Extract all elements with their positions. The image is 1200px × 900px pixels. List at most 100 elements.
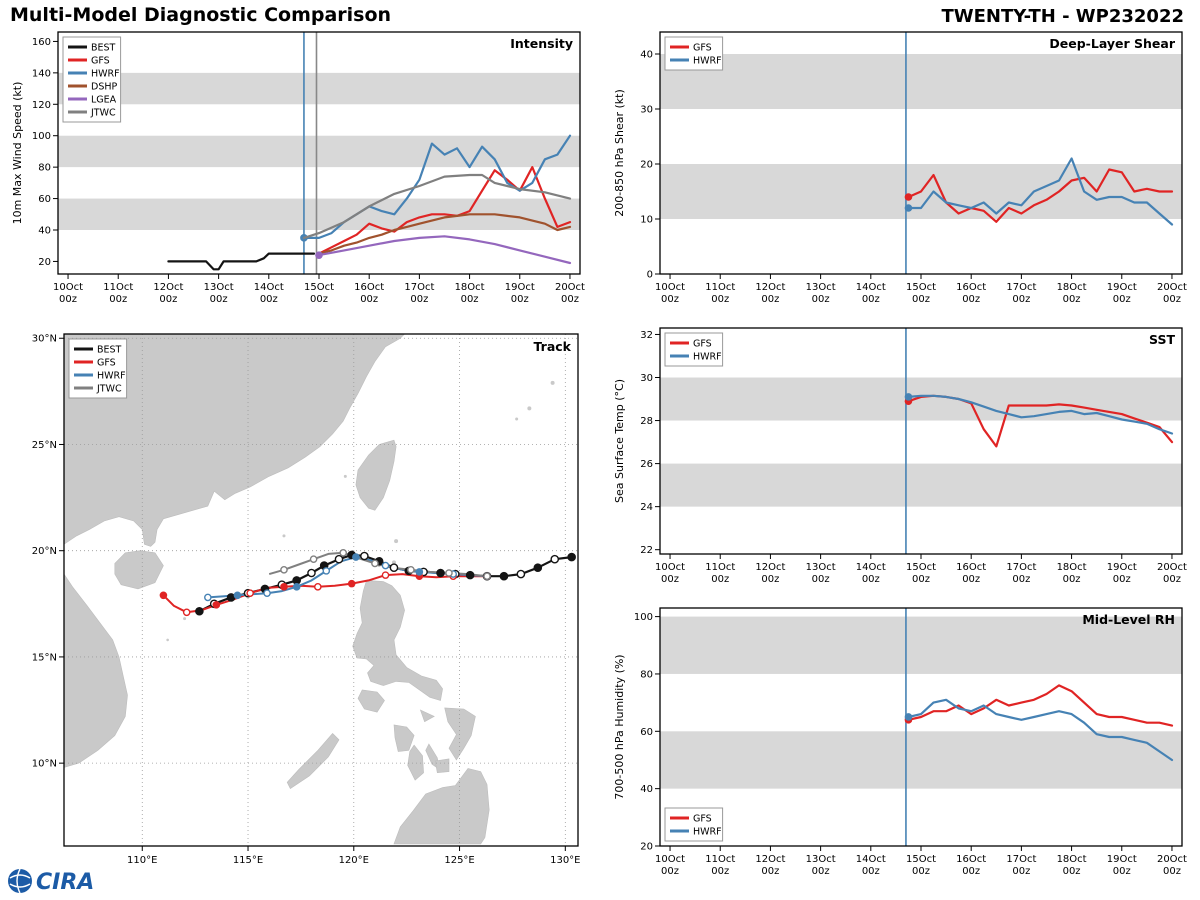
- svg-text:115°E: 115°E: [233, 855, 263, 866]
- small-island: [394, 539, 399, 544]
- panel-title: Intensity: [510, 36, 573, 51]
- svg-text:LGEA: LGEA: [91, 95, 117, 106]
- svg-text:100: 100: [634, 612, 653, 623]
- track-marker-JTWC: [280, 566, 288, 574]
- band: [660, 616, 1182, 674]
- legend-box: [664, 36, 724, 71]
- svg-text:00z: 00z: [1063, 866, 1081, 877]
- panel-title: Deep-Layer Shear: [1049, 36, 1175, 51]
- svg-text:17Oct: 17Oct: [1006, 282, 1036, 293]
- storm-title: TWENTY-TH - WP232022: [941, 6, 1184, 27]
- svg-text:00z: 00z: [912, 866, 930, 877]
- track-marker-BEST: [360, 551, 369, 561]
- svg-text:00z: 00z: [962, 574, 980, 585]
- shear-series-GFS: [907, 168, 1174, 223]
- svg-text:12Oct: 12Oct: [153, 282, 183, 293]
- svg-text:00z: 00z: [761, 574, 779, 585]
- svg-text:20Oct: 20Oct: [1157, 282, 1187, 293]
- svg-text:00z: 00z: [59, 294, 77, 305]
- svg-text:13Oct: 13Oct: [806, 562, 836, 573]
- plot-frame: [659, 327, 1183, 555]
- svg-text:JTWC: JTWC: [90, 108, 116, 119]
- intensity-series-JTWC: [302, 173, 572, 239]
- svg-text:18Oct: 18Oct: [1057, 562, 1087, 573]
- svg-text:11Oct: 11Oct: [705, 282, 735, 293]
- svg-text:00z: 00z: [561, 294, 579, 305]
- svg-text:20: 20: [640, 160, 653, 171]
- svg-text:00z: 00z: [862, 866, 880, 877]
- deep-layer-shear-panel: 0 10 20 30 40 10Oct 00z 11Oct 00z 12Oct 00z 13Oct 00…: [610, 26, 1192, 322]
- svg-text:HWRF: HWRF: [693, 352, 722, 363]
- x-axis: 10Oct00z11Oct00z12Oct00z13Oct00z14Oct00z…: [53, 274, 585, 305]
- svg-text:GFS: GFS: [693, 814, 712, 825]
- band: [58, 135, 580, 168]
- track-marker-BEST: [292, 576, 301, 585]
- y-axis: 10°N 15°N 20°N 25°N 30°N: [32, 334, 64, 770]
- y-axis: 20 40 60 80 100 120 140 160: [32, 37, 58, 268]
- svg-text:14Oct: 14Oct: [856, 854, 886, 865]
- svg-text:16Oct: 16Oct: [956, 562, 986, 573]
- sst-HWRF-start-dot: [904, 393, 913, 401]
- band: [660, 54, 1182, 109]
- landmass: [64, 334, 405, 547]
- landmass: [357, 689, 385, 713]
- track-marker-BEST: [226, 593, 236, 602]
- svg-text:19Oct: 19Oct: [1107, 282, 1137, 293]
- svg-text:00z: 00z: [1163, 294, 1181, 305]
- svg-text:JTWC: JTWC: [96, 384, 122, 395]
- svg-text:00z: 00z: [661, 866, 679, 877]
- svg-text:32: 32: [640, 330, 653, 341]
- svg-text:00z: 00z: [511, 294, 529, 305]
- svg-text:30: 30: [640, 105, 653, 116]
- svg-text:BEST: BEST: [97, 345, 122, 356]
- track-map-panel: 110°E 115°E 120°E 125°E 130°E 10°N 15°N 20°N 25°…: [8, 326, 590, 892]
- svg-text:HWRF: HWRF: [693, 827, 722, 838]
- svg-text:24: 24: [640, 502, 653, 513]
- track-marker-HWRF: [263, 589, 271, 597]
- svg-text:00z: 00z: [1113, 866, 1131, 877]
- cira-globe-icon: [8, 869, 32, 893]
- landmass: [64, 573, 128, 768]
- svg-text:00z: 00z: [711, 294, 729, 305]
- track-marker-GFS: [159, 591, 168, 600]
- sst-chart: 22242628303210Oct00z11Oct00z12Oct00z13Oc…: [613, 327, 1187, 585]
- intensity-LGEA-start-dot: [315, 251, 323, 259]
- svg-text:13Oct: 13Oct: [204, 282, 234, 293]
- shear-chart: 01020304010Oct00z11Oct00z12Oct00z13Oct00…: [613, 31, 1187, 305]
- shear-GFS-start-dot: [904, 193, 913, 201]
- svg-text:17Oct: 17Oct: [1006, 854, 1036, 865]
- track-marker-GFS: [381, 571, 390, 579]
- landmass: [114, 550, 164, 590]
- svg-text:11Oct: 11Oct: [705, 562, 735, 573]
- shear-series-group: [904, 157, 1174, 226]
- track-marker-HWRF: [322, 567, 331, 575]
- intensity-series-BEST: [167, 252, 316, 271]
- rh-series-HWRF: [907, 698, 1174, 762]
- legend-box: [62, 36, 122, 123]
- svg-text:00z: 00z: [862, 574, 880, 585]
- svg-text:00z: 00z: [661, 294, 679, 305]
- panel-title: Mid-Level RH: [1082, 612, 1175, 627]
- svg-text:40: 40: [38, 226, 51, 237]
- svg-text:00z: 00z: [962, 294, 980, 305]
- track-marker-JTWC: [339, 549, 348, 557]
- svg-text:10Oct: 10Oct: [655, 282, 685, 293]
- track-marker-JTWC: [483, 572, 491, 580]
- svg-text:00z: 00z: [159, 294, 177, 305]
- svg-text:80: 80: [640, 669, 653, 680]
- svg-text:00z: 00z: [1063, 294, 1081, 305]
- y-axis-label: 200-850 hPa Shear (kt): [613, 89, 626, 217]
- svg-text:11Oct: 11Oct: [103, 282, 133, 293]
- page-title: Multi-Model Diagnostic Comparison: [10, 4, 392, 26]
- svg-text:00z: 00z: [109, 294, 127, 305]
- intensity-series-LGEA: [317, 235, 572, 265]
- track-marker-HWRF: [352, 553, 360, 561]
- svg-text:30: 30: [640, 373, 653, 384]
- track-marker-JTWC: [371, 559, 379, 568]
- track-marker-JTWC: [407, 566, 415, 574]
- x-axis: 10Oct00z11Oct00z12Oct00z13Oct00z14Oct00z…: [655, 846, 1187, 877]
- svg-text:25°N: 25°N: [32, 440, 57, 451]
- svg-text:16Oct: 16Oct: [956, 282, 986, 293]
- intensity-chart: 2040608010012014016010Oct00z11Oct00z12Oc…: [11, 31, 585, 305]
